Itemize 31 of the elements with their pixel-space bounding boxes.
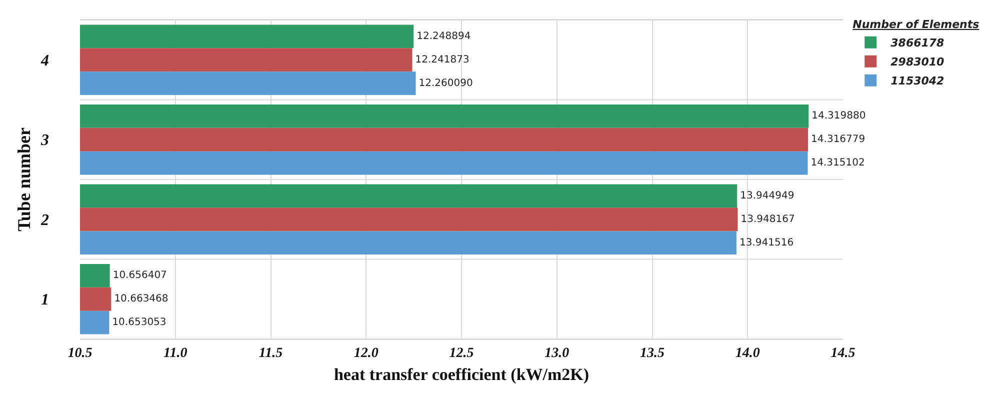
x-tick-label: 13.5 — [640, 346, 664, 361]
y-tick-label: 1 — [41, 292, 49, 309]
x-tick-label: 12.5 — [449, 346, 474, 361]
data-label: 12.248894 — [416, 30, 471, 42]
y-tick-label: 4 — [40, 52, 49, 70]
data-label: 14.315102 — [810, 158, 865, 169]
data-label: 13.944949 — [740, 190, 794, 202]
legend-label: 3866178 — [890, 36, 945, 50]
data-label: 12.260090 — [418, 78, 473, 89]
data-label: 13.948167 — [740, 214, 795, 225]
data-label: 14.319880 — [812, 110, 866, 122]
x-tick-label: 14.0 — [735, 346, 760, 361]
data-label: 10.656407 — [112, 270, 167, 282]
x-tick-label: 14.5 — [830, 346, 856, 361]
x-tick-label: 10.5 — [68, 346, 92, 361]
x-axis-title: heat transfer coefficient (kW/m2K) — [334, 365, 590, 384]
y-tick-label: 2 — [40, 212, 49, 229]
x-tick-label: 13.0 — [544, 346, 570, 361]
legend-title: Number of Elements — [852, 18, 980, 31]
data-label: 14.316779 — [811, 134, 866, 146]
legend-label: 1153042 — [890, 74, 945, 88]
y-axis-title: Tube number — [14, 128, 34, 232]
legend-label: 2983010 — [890, 56, 945, 69]
data-label: 10.663468 — [114, 294, 168, 305]
y-tick-label: 3 — [40, 132, 49, 150]
x-tick-label: 12.0 — [354, 346, 378, 361]
x-tick-label: 11.5 — [258, 346, 283, 361]
data-label: 12.241873 — [415, 54, 470, 66]
data-label: 13.941516 — [739, 237, 794, 248]
x-tick-label: 11.0 — [164, 346, 188, 361]
data-label: 10.653053 — [112, 317, 166, 328]
